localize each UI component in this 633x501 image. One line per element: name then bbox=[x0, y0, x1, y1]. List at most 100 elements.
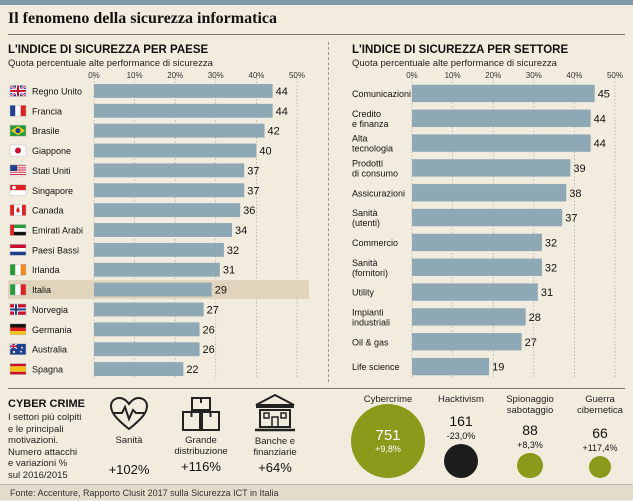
category-label: Stati Uniti bbox=[32, 166, 71, 176]
category-label: Banche e finanziarie bbox=[232, 436, 318, 458]
bar bbox=[412, 308, 526, 326]
singapore-flag-icon bbox=[9, 184, 27, 197]
category-label-line: finanziarie bbox=[253, 447, 297, 458]
bar bbox=[412, 134, 591, 152]
data-label: 37 bbox=[247, 165, 259, 177]
category-label: Canada bbox=[32, 206, 64, 216]
tick-label: 10% bbox=[127, 71, 143, 80]
attack-value: 751 bbox=[375, 427, 401, 444]
attack-label-line: cibernetica bbox=[577, 405, 623, 416]
data-label: 32 bbox=[545, 262, 557, 274]
attack-label: Guerra cibernetica bbox=[555, 394, 633, 416]
category-label-line: Grande bbox=[185, 435, 217, 446]
attack-change: +117,4% bbox=[582, 443, 618, 454]
brazil-flag-icon bbox=[9, 124, 27, 137]
category-label: Comunicazioni bbox=[352, 89, 411, 99]
data-label: 26 bbox=[203, 344, 215, 356]
category-label: Spagna bbox=[32, 365, 63, 375]
bar bbox=[94, 262, 220, 277]
bar bbox=[94, 123, 265, 138]
category-banche: Banche e finanziarie +64% bbox=[232, 393, 318, 475]
data-label: 40 bbox=[259, 146, 271, 158]
bar bbox=[94, 223, 233, 237]
category-label: tecnologia bbox=[352, 144, 393, 154]
category-label: Australia bbox=[32, 345, 67, 355]
country-chart-title: L'INDICE DI SICUREZZA PER PAESE bbox=[8, 44, 209, 56]
data-label: 36 bbox=[243, 205, 255, 217]
bar bbox=[94, 282, 212, 297]
germany-flag-icon bbox=[9, 323, 27, 336]
category-label-line: Banche e bbox=[254, 436, 296, 447]
cyber-crime-text-line: sul 2016/2015 bbox=[8, 469, 68, 481]
cyber-crime-text-line: I settori più colpiti bbox=[8, 412, 82, 423]
spain-flag-icon bbox=[9, 363, 27, 375]
category-label: Singapore bbox=[32, 186, 73, 196]
category-label: (fornitori) bbox=[352, 268, 388, 278]
attack-label-line: Cybercrime bbox=[363, 394, 413, 405]
sector-bar-chart: 0% 10% 20% 30% 40% 50% 45 Comunicazioni 44 Credit… bbox=[352, 71, 623, 379]
tick-label: 10% bbox=[445, 71, 461, 80]
tick-label: 50% bbox=[607, 71, 623, 80]
title-rule bbox=[8, 34, 625, 35]
data-label: 27 bbox=[207, 304, 219, 316]
attack-change: -23,0% bbox=[446, 430, 476, 441]
ireland-flag-icon bbox=[9, 263, 27, 276]
cyber-crime-title: CYBER CRIME bbox=[8, 398, 86, 410]
attack-circle bbox=[517, 452, 543, 478]
data-label: 32 bbox=[227, 245, 239, 257]
category-label: di consumo bbox=[352, 168, 398, 178]
category-label: Grande distribuzione bbox=[158, 435, 244, 457]
category-change: +64% bbox=[258, 460, 292, 475]
data-label: 29 bbox=[215, 285, 227, 297]
attack-circle bbox=[351, 404, 425, 478]
category-label: industriali bbox=[352, 317, 390, 327]
bar bbox=[94, 143, 257, 158]
category-label: Alta bbox=[352, 134, 368, 144]
category-label: Impianti bbox=[352, 307, 384, 317]
data-label: 31 bbox=[541, 287, 553, 299]
category-grande-distribuzione: Grande distribuzione +116% bbox=[158, 396, 244, 474]
france-flag-icon bbox=[9, 105, 27, 117]
data-label: 26 bbox=[203, 324, 215, 336]
tick-label: 20% bbox=[485, 71, 501, 80]
category-change: +102% bbox=[108, 462, 150, 477]
data-label: 37 bbox=[565, 213, 577, 225]
attack-label-line: Spionaggio bbox=[506, 394, 554, 405]
data-label: 37 bbox=[247, 185, 259, 197]
bar bbox=[412, 283, 538, 301]
data-label: 44 bbox=[594, 138, 606, 150]
data-label: 27 bbox=[525, 337, 537, 349]
tick-label: 40% bbox=[248, 71, 264, 80]
data-label: 39 bbox=[573, 163, 585, 175]
category-label: Sanità bbox=[352, 258, 378, 268]
attack-label: Cybercrime bbox=[343, 394, 433, 405]
bar bbox=[94, 83, 273, 98]
bar bbox=[412, 233, 542, 252]
australia-flag-icon bbox=[9, 343, 27, 355]
cyber-crime-text-line: e le principali bbox=[8, 423, 64, 435]
data-label: 34 bbox=[235, 225, 247, 237]
category-change: +116% bbox=[181, 459, 221, 474]
data-label: 38 bbox=[569, 188, 581, 200]
category-label: Norvegia bbox=[32, 305, 68, 315]
sector-chart-title: L'INDICE DI SICUREZZA PER SETTORE bbox=[352, 44, 569, 56]
bar bbox=[94, 183, 245, 198]
category-label: Giappone bbox=[32, 146, 71, 156]
data-label: 22 bbox=[186, 364, 198, 376]
category-label: Life science bbox=[352, 362, 400, 372]
category-label: Commercio bbox=[352, 238, 398, 248]
cyber-crime-text: I settori più colpiti e le principali mo… bbox=[8, 412, 103, 481]
attack-value: 161 bbox=[449, 412, 473, 429]
category-label: Oil & gas bbox=[352, 337, 389, 347]
attack-label-line: Guerra bbox=[585, 394, 615, 405]
category-label: Italia bbox=[32, 285, 51, 295]
category-label: Assicurazioni bbox=[352, 188, 405, 198]
data-label: 31 bbox=[223, 265, 235, 277]
data-label: 32 bbox=[545, 237, 557, 249]
bar bbox=[412, 84, 595, 103]
japan-flag-icon bbox=[9, 144, 27, 157]
category-label: Brasile bbox=[32, 126, 60, 136]
tick-label: 50% bbox=[289, 71, 305, 80]
attack-circle bbox=[443, 443, 479, 478]
tick-label: 40% bbox=[566, 71, 582, 80]
